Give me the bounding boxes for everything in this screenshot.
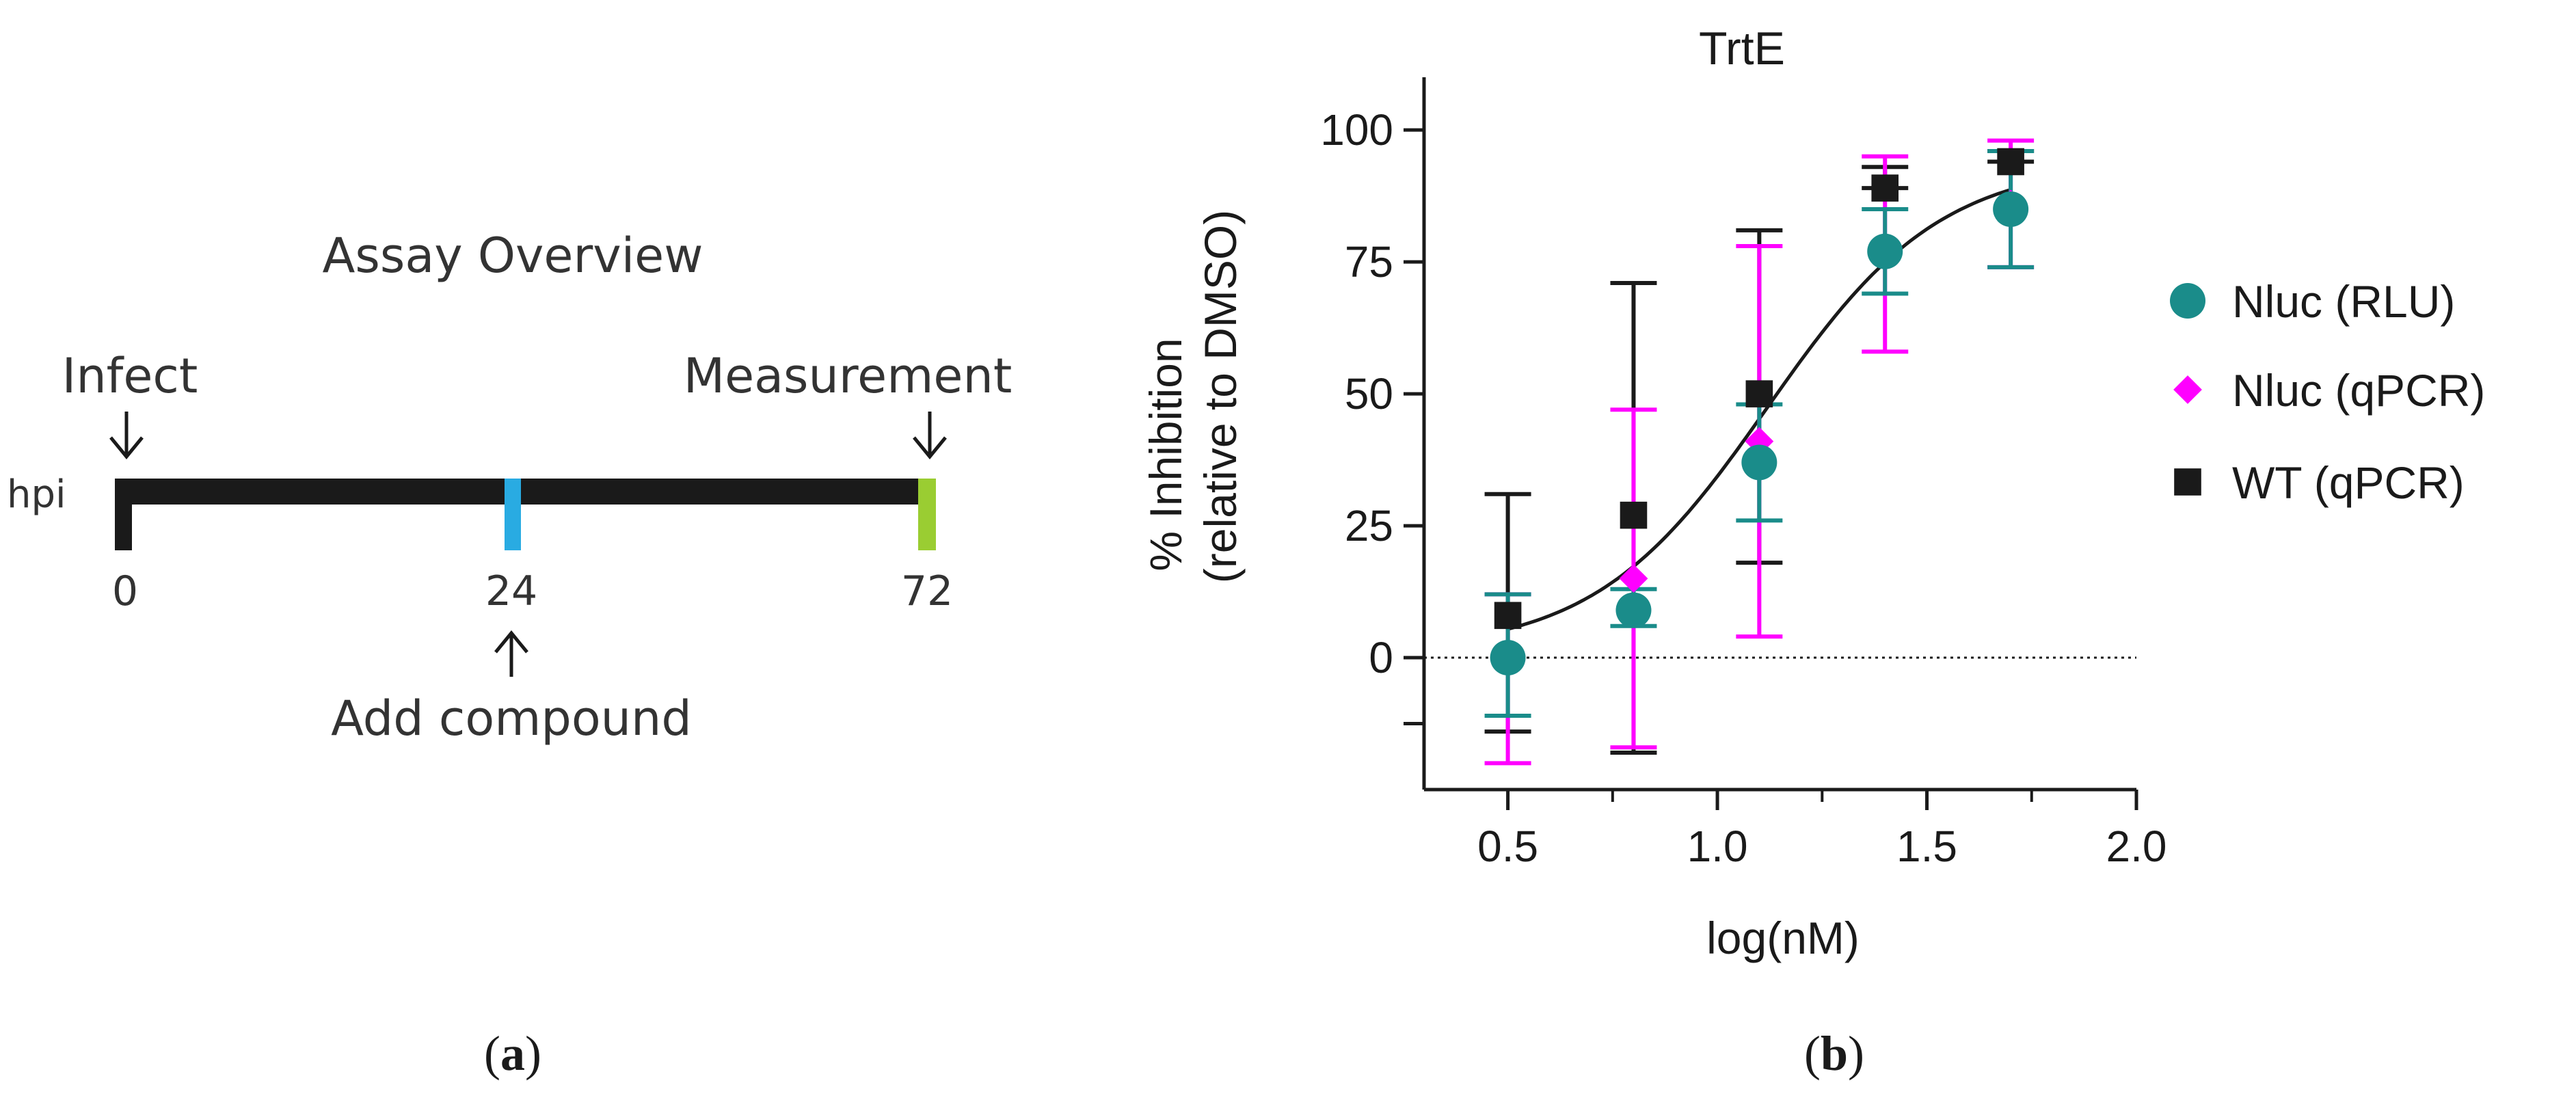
add-compound-label: Add compound xyxy=(331,690,692,747)
point-nluc-rlu xyxy=(1993,191,2029,227)
assay-overview-title: Assay Overview xyxy=(323,228,703,284)
timeline-start-marker xyxy=(115,479,132,550)
point-nluc-rlu xyxy=(1615,592,1652,628)
measurement-arrow-icon xyxy=(913,412,947,459)
y-tick-label: 50 xyxy=(1345,369,1393,418)
legend-label-nluc-qpcr: Nluc (qPCR) xyxy=(2232,365,2485,416)
y-axis-label-line2: (relative to DMSO) xyxy=(1195,210,1246,583)
x-tick-label: 2.0 xyxy=(2106,822,2167,871)
y-tick-label: 100 xyxy=(1320,105,1393,154)
point-wt-qpcr xyxy=(1745,380,1773,407)
chart-title: TrtE xyxy=(1699,23,1785,75)
timeline-tick-72: 72 xyxy=(901,567,953,615)
panel-b-caption-letter: b xyxy=(1821,1026,1848,1081)
x-axis-label: log(nM) xyxy=(1706,913,1860,963)
legend-label-wt-qpcr: WT (qPCR) xyxy=(2232,457,2465,508)
point-wt-qpcr xyxy=(1871,174,1899,202)
add-compound-arrow-icon xyxy=(494,630,528,677)
y-tick-label: 25 xyxy=(1345,501,1393,550)
infect-arrow-icon xyxy=(109,412,144,459)
legend-marker-nluc-rlu xyxy=(2170,283,2205,319)
timeline-bar xyxy=(115,479,935,505)
timeline-tick-0: 0 xyxy=(112,567,138,615)
x-tick-label: 1.0 xyxy=(1687,822,1748,871)
measurement-label: Measurement xyxy=(684,348,1012,404)
legend-marker-wt-qpcr xyxy=(2174,468,2201,496)
dose-response-panel: TrtE % Inhibition (relative to DMSO) log… xyxy=(1140,23,2485,1081)
x-tick-label: 1.5 xyxy=(1896,822,1957,871)
plot-area: 0 25 50 75 100 0.5 1.0 1.5 2.0 xyxy=(1320,77,2166,871)
timeline-72h-marker xyxy=(918,479,936,550)
point-nluc-rlu xyxy=(1490,640,1526,676)
panel-b-caption: (b) xyxy=(1804,1026,1864,1081)
point-wt-qpcr xyxy=(1997,148,2024,176)
point-nluc-qpcr xyxy=(1619,564,1648,593)
point-nluc-rlu xyxy=(1741,444,1777,481)
assay-overview-panel: Assay Overview Infect Measurement hpi 0 … xyxy=(7,228,1012,1081)
panel-a-caption-letter: a xyxy=(500,1026,525,1081)
y-tick-label: 75 xyxy=(1345,237,1393,286)
infect-label: Infect xyxy=(62,348,198,404)
legend: Nluc (RLU) Nluc (qPCR) WT (qPCR) xyxy=(2170,276,2485,508)
timeline-24h-marker xyxy=(505,479,521,550)
x-tick-label: 0.5 xyxy=(1477,822,1538,871)
point-wt-qpcr xyxy=(1620,501,1648,529)
hpi-axis-label: hpi xyxy=(7,472,66,517)
y-axis-label-line1: % Inhibition xyxy=(1140,338,1191,571)
legend-marker-nluc-qpcr xyxy=(2173,375,2202,404)
legend-label-nluc-rlu: Nluc (RLU) xyxy=(2232,276,2455,327)
point-nluc-rlu xyxy=(1867,233,1903,269)
panel-a-caption: (a) xyxy=(484,1026,541,1081)
y-tick-label: 0 xyxy=(1369,633,1393,682)
point-wt-qpcr xyxy=(1494,602,1522,630)
timeline-tick-24: 24 xyxy=(485,567,537,615)
